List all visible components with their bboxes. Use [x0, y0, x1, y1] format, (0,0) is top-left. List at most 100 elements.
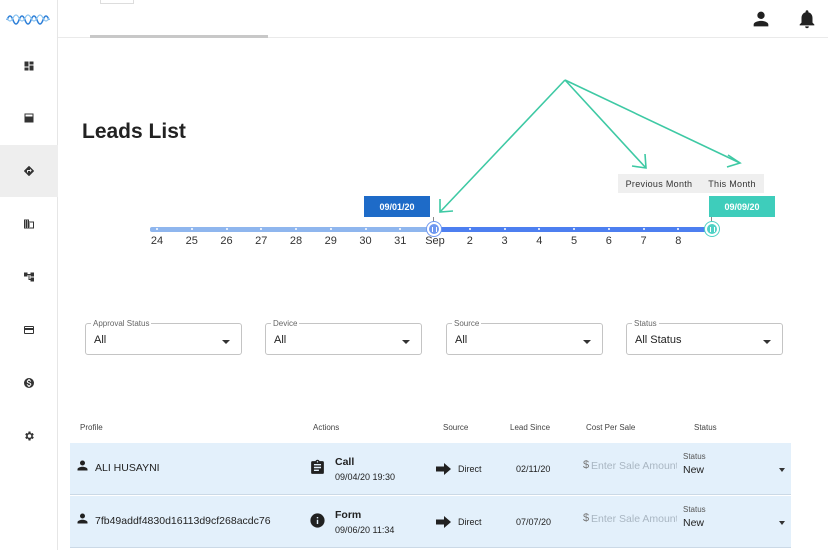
business-icon — [24, 219, 34, 229]
slider-tick-label: 5 — [570, 235, 578, 247]
device-select[interactable]: Device All — [265, 319, 422, 355]
caret-down-icon — [763, 340, 771, 344]
slider-tick-label: 3 — [501, 235, 508, 247]
slider-tick-label: 8 — [675, 235, 682, 247]
sidebar — [0, 0, 58, 550]
dollar-circle-icon — [24, 378, 34, 388]
caret-down-icon — [779, 521, 785, 525]
profile-name[interactable]: ALI HUSAYNI — [95, 462, 160, 474]
status-select[interactable]: Status All Status — [626, 319, 783, 355]
slider-tick-label: 7 — [640, 235, 647, 247]
action-time: 09/04/20 19:30 — [335, 472, 396, 482]
caret-down-icon — [402, 340, 410, 344]
account-icon — [753, 11, 769, 27]
notifications-button[interactable] — [796, 8, 818, 30]
row-status-value: New — [683, 464, 705, 476]
slider-tick-label: 30 — [359, 235, 372, 247]
column-header-source: Source — [443, 423, 469, 432]
page-title: Leads List — [82, 120, 186, 143]
device-label: Device — [271, 319, 300, 328]
profile-name[interactable]: 7fb49addf4830d16113d9cf268acdc76 — [95, 515, 271, 527]
arrow-to-start-handle — [439, 79, 566, 213]
slider-tick-label: 29 — [324, 235, 337, 247]
arrow-to-previous-month — [564, 79, 647, 169]
person-icon — [75, 458, 90, 473]
slider-tick-mark — [156, 228, 158, 230]
sale-amount-input[interactable] — [591, 511, 677, 527]
arrow-right-icon — [436, 462, 451, 475]
column-header-actions: Actions — [313, 423, 340, 432]
tab-indicator — [90, 35, 268, 38]
sidebar-item-leads[interactable] — [0, 145, 58, 197]
caret-down-icon — [779, 468, 785, 472]
column-header-profile: Profile — [80, 423, 103, 432]
slider-tick-label: 28 — [289, 235, 303, 247]
table-row[interactable]: ALI HUSAYNI Call 09/04/20 19:30 Direct 0… — [70, 443, 791, 495]
sale-amount-input[interactable] — [591, 458, 677, 474]
arrow-to-this-month — [564, 79, 741, 164]
table-row[interactable]: 7fb49addf4830d16113d9cf268acdc76 Form 09… — [70, 496, 791, 548]
credit-card-icon — [24, 326, 34, 334]
table-icon — [24, 113, 34, 123]
approval-status-value: All — [94, 334, 107, 346]
currency-symbol: $ — [583, 512, 590, 524]
lead-since-date: 02/11/20 — [516, 464, 551, 474]
slider-tick-label: 26 — [220, 235, 233, 247]
status-label: Status — [632, 319, 659, 328]
end-date-handle[interactable] — [705, 222, 719, 236]
sidebar-item-settings[interactable] — [0, 410, 58, 462]
logo-icon — [6, 14, 50, 25]
directions-icon — [24, 166, 34, 176]
caret-down-icon — [583, 340, 591, 344]
slider-tick-label: 2 — [466, 235, 473, 247]
end-badge-stem — [711, 217, 712, 223]
slider-tick-mark — [364, 228, 367, 230]
source-select[interactable]: Source All — [446, 319, 603, 355]
dashboard-icon — [24, 61, 34, 71]
slider-tick-mark — [503, 228, 506, 230]
tab-stub — [100, 0, 134, 4]
action-type: Call — [335, 456, 355, 468]
action-time: 09/06/20 11:34 — [335, 525, 395, 535]
slider-tick-mark — [642, 228, 645, 230]
previous-month-button[interactable]: Previous Month — [618, 174, 700, 193]
sidebar-item-table[interactable] — [0, 92, 58, 144]
arrowhead-this-month — [726, 154, 742, 168]
source-label: Source — [452, 319, 482, 328]
slider-tick-mark — [329, 228, 332, 230]
slider-tick-label: 31 — [394, 235, 407, 247]
slider-tick-mark — [538, 228, 541, 230]
lead-source: Direct — [458, 517, 482, 527]
column-header-status: Status — [694, 423, 717, 432]
end-date-badge: 09/09/20 — [709, 196, 775, 217]
this-month-button[interactable]: This Month — [700, 174, 764, 193]
row-status-label: Status — [683, 505, 706, 514]
sidebar-item-billing[interactable] — [0, 304, 58, 356]
column-header-lead-since: Lead Since — [510, 423, 551, 432]
status-value: All Status — [635, 334, 682, 346]
start-badge-stem — [433, 217, 434, 223]
gear-icon — [25, 431, 34, 441]
device-value: All — [274, 334, 287, 346]
person-icon — [75, 511, 90, 526]
top-bar — [58, 0, 828, 38]
column-header-cost-per-sale: Cost Per Sale — [586, 423, 636, 432]
currency-symbol: $ — [583, 459, 590, 471]
sidebar-item-payments[interactable] — [0, 357, 58, 409]
slider-tick-label: 4 — [536, 235, 543, 247]
row-status-value: New — [683, 517, 705, 529]
sidebar-item-business[interactable] — [0, 198, 58, 250]
approval-status-select[interactable]: Approval Status All — [85, 319, 242, 355]
sidebar-item-dashboard[interactable] — [0, 40, 58, 92]
action-type: Form — [335, 509, 362, 521]
sidebar-item-hierarchy[interactable] — [0, 251, 58, 303]
slider-tick-label: 6 — [605, 235, 612, 247]
approval-status-label: Approval Status — [91, 319, 152, 328]
caret-down-icon — [222, 340, 230, 344]
slider-tick-mark — [573, 228, 575, 230]
slider-tick-mark — [607, 228, 610, 230]
account-button[interactable] — [750, 8, 772, 30]
arrow-right-icon — [436, 515, 451, 528]
slider-tick-mark — [677, 228, 680, 230]
start-date-handle[interactable] — [427, 222, 441, 236]
